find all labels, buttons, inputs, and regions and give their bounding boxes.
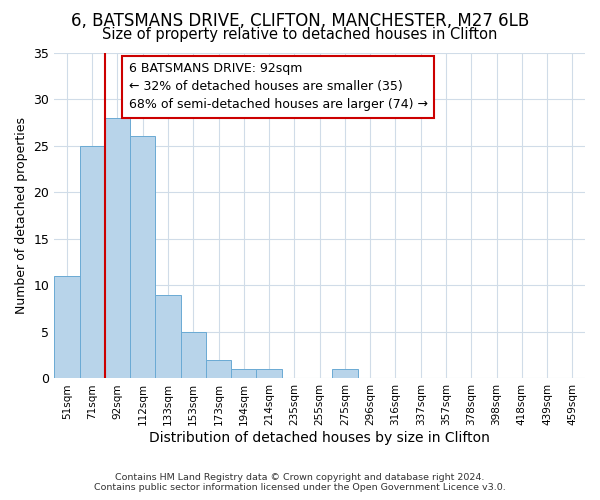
Bar — [231, 369, 256, 378]
Bar — [332, 369, 358, 378]
Text: 6 BATSMANS DRIVE: 92sqm
← 32% of detached houses are smaller (35)
68% of semi-de: 6 BATSMANS DRIVE: 92sqm ← 32% of detache… — [128, 62, 428, 112]
Bar — [256, 369, 282, 378]
Bar — [155, 294, 181, 378]
Y-axis label: Number of detached properties: Number of detached properties — [15, 117, 28, 314]
X-axis label: Distribution of detached houses by size in Clifton: Distribution of detached houses by size … — [149, 431, 490, 445]
Bar — [181, 332, 206, 378]
Bar — [80, 146, 105, 378]
Text: 6, BATSMANS DRIVE, CLIFTON, MANCHESTER, M27 6LB: 6, BATSMANS DRIVE, CLIFTON, MANCHESTER, … — [71, 12, 529, 30]
Text: Size of property relative to detached houses in Clifton: Size of property relative to detached ho… — [103, 28, 497, 42]
Bar — [206, 360, 231, 378]
Text: Contains HM Land Registry data © Crown copyright and database right 2024.
Contai: Contains HM Land Registry data © Crown c… — [94, 473, 506, 492]
Bar — [54, 276, 80, 378]
Bar — [130, 136, 155, 378]
Bar — [105, 118, 130, 378]
